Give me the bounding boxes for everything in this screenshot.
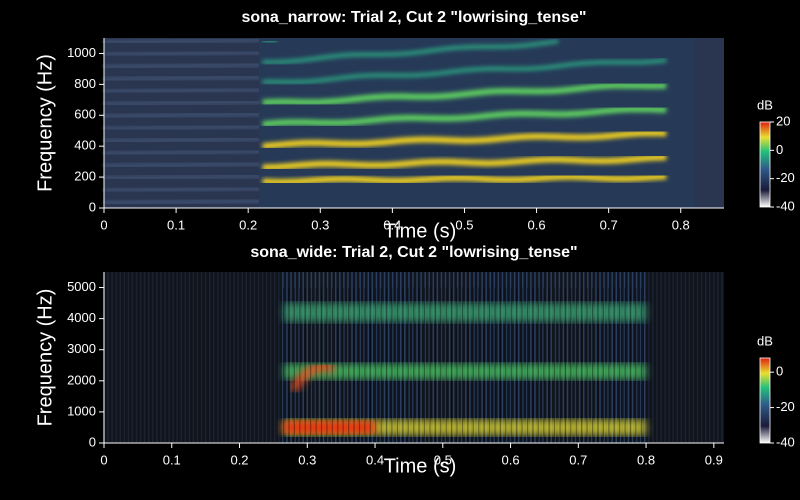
x-axis-label: Time (s) <box>384 455 457 477</box>
y-tick-label: 5000 <box>67 279 96 294</box>
formant-band <box>283 303 647 322</box>
y-axis-label: Frequency (Hz) <box>34 54 56 192</box>
harmonic <box>262 106 667 128</box>
noise-band <box>103 61 263 70</box>
x-tick-label: 0.8 <box>672 217 690 232</box>
x-tick-label: 0.1 <box>167 217 185 232</box>
y-tick-label: 3000 <box>67 341 96 356</box>
noise-band <box>103 185 263 194</box>
x-tick-label: 0.2 <box>230 452 248 467</box>
x-tick-label: 0 <box>100 452 107 467</box>
noise-band <box>103 98 263 107</box>
formant-band <box>283 363 647 380</box>
spectrogram <box>103 272 724 443</box>
harmonic <box>262 39 559 65</box>
noise-band <box>103 86 263 95</box>
noise-band <box>103 123 263 132</box>
x-tick-label: 0.4 <box>383 217 401 232</box>
x-tick-label: 0.5 <box>455 217 473 232</box>
x-tick-label: 0.9 <box>705 452 723 467</box>
x-axis-label: Time (s) <box>384 220 457 242</box>
noise-band <box>103 160 263 169</box>
y-tick-label: 600 <box>74 107 96 122</box>
colorbar <box>759 357 771 444</box>
colorbar-tick-label: -20 <box>776 399 795 414</box>
colorbar-tick-label: 0 <box>776 364 783 379</box>
y-tick-label: 400 <box>74 138 96 153</box>
y-tick-label: 0 <box>89 199 96 214</box>
noise-band <box>103 197 263 206</box>
x-tick-label: 0.1 <box>163 452 181 467</box>
noise-band <box>103 148 263 157</box>
hot-spot <box>283 421 376 434</box>
x-tick-label: 0.6 <box>528 217 546 232</box>
harmonic <box>262 82 667 106</box>
harmonic <box>262 39 278 45</box>
x-tick-label: 0.2 <box>239 217 257 232</box>
colorbar <box>759 121 771 208</box>
y-tick-label: 4000 <box>67 310 96 325</box>
x-tick-label: 0.5 <box>434 452 452 467</box>
colorbar-label: dB <box>757 333 773 348</box>
colorbar-tick-label: 0 <box>776 142 783 157</box>
colorbar-tick-label: -20 <box>776 170 795 185</box>
colorbar-tick-label: 20 <box>776 113 790 128</box>
harmonic <box>262 173 667 185</box>
noise-band <box>103 74 263 83</box>
y-tick-label: 1000 <box>67 403 96 418</box>
y-axis-label: Frequency (Hz) <box>34 289 56 427</box>
noise-band <box>103 111 263 120</box>
x-tick-label: 0.3 <box>311 217 329 232</box>
y-tick-label: 200 <box>74 169 96 184</box>
noise-band <box>103 135 263 145</box>
y-tick-label: 2000 <box>67 372 96 387</box>
x-tick-label: 0.7 <box>600 217 618 232</box>
x-tick-label: 0.3 <box>298 452 316 467</box>
spectrogram <box>103 37 724 208</box>
colorbar-tick-label: -40 <box>776 434 795 449</box>
harmonic <box>262 154 667 171</box>
y-tick-label: 0 <box>89 434 96 449</box>
colorbar-label: dB <box>757 97 773 112</box>
noise-band <box>103 49 263 58</box>
formant-rise <box>290 363 336 393</box>
y-tick-label: 800 <box>74 76 96 91</box>
chart-title: sona_narrow: Trial 2, Cut 2 "lowrising_t… <box>241 9 586 26</box>
y-tick-label: 1000 <box>67 45 96 60</box>
noise-band <box>103 37 263 46</box>
chart-title: sona_wide: Trial 2, Cut 2 "lowrising_ten… <box>250 244 577 261</box>
x-tick-label: 0.8 <box>637 452 655 467</box>
x-tick-label: 0.6 <box>502 452 520 467</box>
x-tick-label: 0 <box>100 217 107 232</box>
noise-band <box>103 173 263 182</box>
colorbar-tick-label: -40 <box>776 198 795 213</box>
x-tick-label: 0.4 <box>366 452 384 467</box>
harmonic <box>262 130 667 150</box>
harmonic <box>262 58 667 85</box>
x-tick-label: 0.7 <box>569 452 587 467</box>
